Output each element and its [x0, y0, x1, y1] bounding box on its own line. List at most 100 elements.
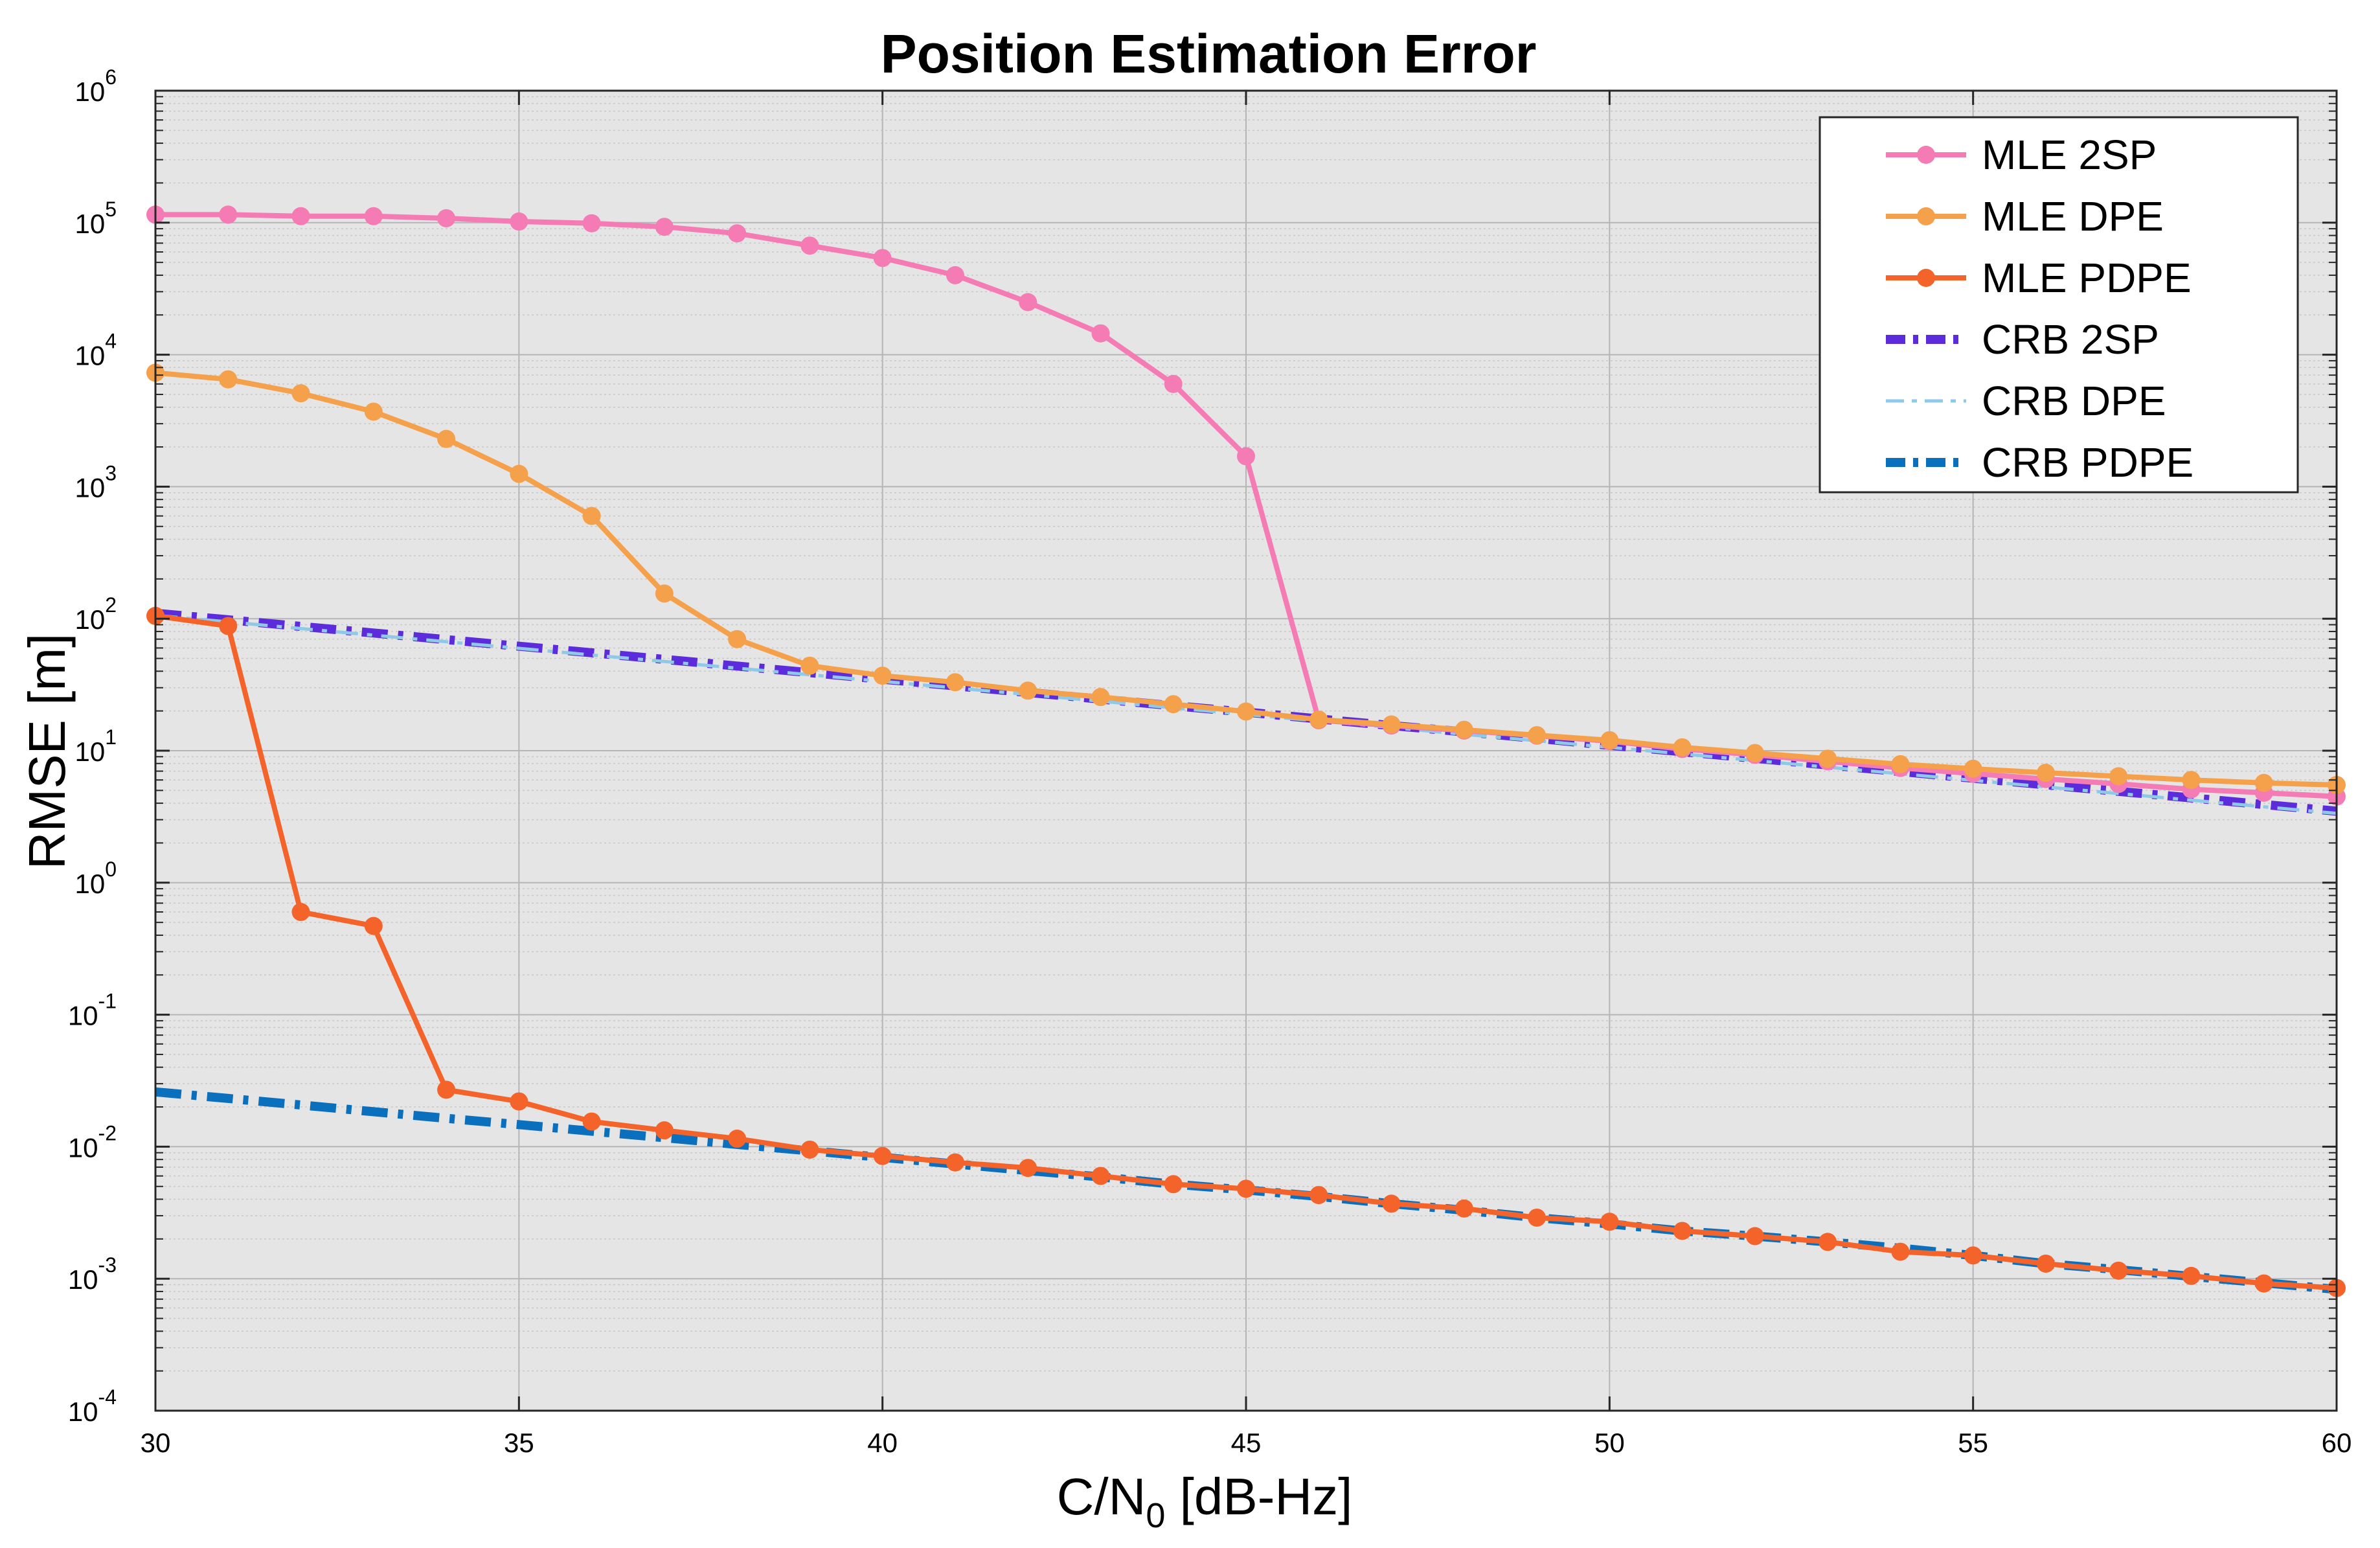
- data-point: [219, 617, 238, 635]
- data-point: [1164, 374, 1183, 393]
- data-point: [291, 903, 310, 922]
- x-axis-label-rest: [dB-Hz]: [1165, 1468, 1352, 1525]
- data-point: [1091, 688, 1110, 707]
- legend-box: [1819, 116, 2299, 494]
- data-point: [1164, 695, 1183, 714]
- data-point: [1382, 715, 1401, 734]
- data-point: [1891, 1242, 1910, 1261]
- data-point: [2182, 1266, 2201, 1285]
- data-point: [873, 249, 892, 267]
- data-point: [873, 666, 892, 685]
- data-point: [1237, 1179, 1255, 1198]
- data-point: [1600, 1212, 1619, 1231]
- data-point: [291, 207, 310, 225]
- data-point: [800, 1140, 819, 1159]
- data-point: [655, 218, 674, 236]
- data-point: [582, 1112, 601, 1131]
- legend: MLE 2SP MLE DPE MLE PDPE CRB 2SP CRB DPE CRB …: [1819, 116, 2299, 494]
- data-point: [800, 236, 819, 255]
- y-tick-label: 10-2: [68, 1121, 117, 1163]
- legend-entry: MLE DPE: [1886, 193, 2164, 240]
- data-point: [1455, 720, 1473, 739]
- y-tick-label: 104: [74, 330, 117, 371]
- data-point: [1819, 749, 1837, 768]
- x-tick-label: 40: [867, 1428, 898, 1458]
- data-point: [1019, 681, 1037, 700]
- legend-entry: CRB PDPE: [1886, 439, 2193, 486]
- data-point: [1455, 1199, 1473, 1218]
- legend-entry: MLE 2SP: [1886, 131, 2157, 178]
- legend-label: MLE DPE: [1982, 193, 2164, 240]
- data-point: [873, 1146, 892, 1165]
- data-point: [364, 916, 383, 935]
- x-tick-label: 35: [504, 1428, 534, 1458]
- data-point: [1673, 738, 1692, 757]
- legend-label: MLE 2SP: [1982, 131, 2157, 178]
- data-point: [510, 1092, 528, 1111]
- x-tick-labels: 30 35 40 45 50 55 60: [141, 1428, 2352, 1458]
- data-point: [728, 630, 747, 648]
- data-point: [1745, 744, 1764, 762]
- tick-marks: [154, 89, 2338, 1412]
- y-tick-label: 102: [74, 593, 117, 635]
- data-point: [2254, 773, 2273, 792]
- y-tick-label: 103: [74, 461, 117, 503]
- data-point: [1019, 1159, 1037, 1178]
- data-point: [1891, 755, 1910, 773]
- data-point: [364, 207, 383, 225]
- x-tick-label: 55: [1958, 1428, 1988, 1458]
- legend-label: CRB PDPE: [1982, 439, 2193, 486]
- data-point: [1019, 293, 1037, 312]
- data-point: [510, 212, 528, 231]
- x-tick-label: 50: [1594, 1428, 1625, 1458]
- data-point: [2109, 767, 2128, 786]
- data-point: [437, 1080, 456, 1099]
- x-tick-label: 30: [141, 1428, 171, 1458]
- series-mle-pdpe: [146, 606, 2346, 1297]
- legend-label: MLE PDPE: [1982, 255, 2192, 301]
- x-axis-label: C/N0 [dB-Hz]: [1057, 1468, 1353, 1535]
- data-point: [1528, 1208, 1547, 1227]
- data-point: [800, 656, 819, 675]
- x-axis-label-subscript: 0: [1146, 1496, 1165, 1535]
- data-point: [1745, 1227, 1764, 1246]
- data-point: [582, 214, 601, 233]
- data-point: [2036, 1254, 2055, 1273]
- data-point: [1164, 1175, 1183, 1194]
- data-point: [582, 507, 601, 525]
- data-point: [219, 370, 238, 389]
- x-axis-label-main: C/N: [1057, 1468, 1146, 1525]
- data-point: [291, 384, 310, 403]
- data-point: [946, 673, 964, 692]
- data-point: [1819, 1233, 1837, 1251]
- legend-marker: [1917, 146, 1935, 164]
- data-point: [1673, 1222, 1692, 1240]
- y-tick-label: 10-3: [68, 1253, 117, 1295]
- x-tick-label: 60: [2322, 1428, 2352, 1458]
- data-point: [728, 224, 747, 243]
- x-tick-label: 45: [1231, 1428, 1262, 1458]
- data-point: [946, 266, 964, 284]
- data-point: [1964, 759, 1982, 778]
- legend-label: CRB DPE: [1982, 378, 2166, 424]
- data-point: [2036, 764, 2055, 782]
- data-point: [728, 1130, 747, 1148]
- y-tick-label: 105: [74, 198, 117, 239]
- data-point: [655, 584, 674, 603]
- data-point: [2182, 771, 2201, 790]
- data-point: [510, 464, 528, 483]
- y-axis-label: RMSE [m]: [18, 633, 76, 869]
- legend-label: CRB 2SP: [1982, 316, 2159, 363]
- data-point: [437, 429, 456, 448]
- y-tick-label: 101: [74, 725, 117, 767]
- data-point: [219, 205, 238, 224]
- series-mle-dpe: [146, 363, 2346, 794]
- legend-entry: MLE PDPE: [1886, 255, 2192, 301]
- data-point: [2254, 1274, 2273, 1293]
- data-point: [1309, 710, 1328, 729]
- legend-marker: [1917, 269, 1935, 287]
- y-tick-label: 10-1: [68, 990, 117, 1031]
- y-tick-label: 106: [74, 65, 117, 107]
- y-tick-label: 100: [74, 858, 117, 899]
- data-point: [2109, 1261, 2128, 1280]
